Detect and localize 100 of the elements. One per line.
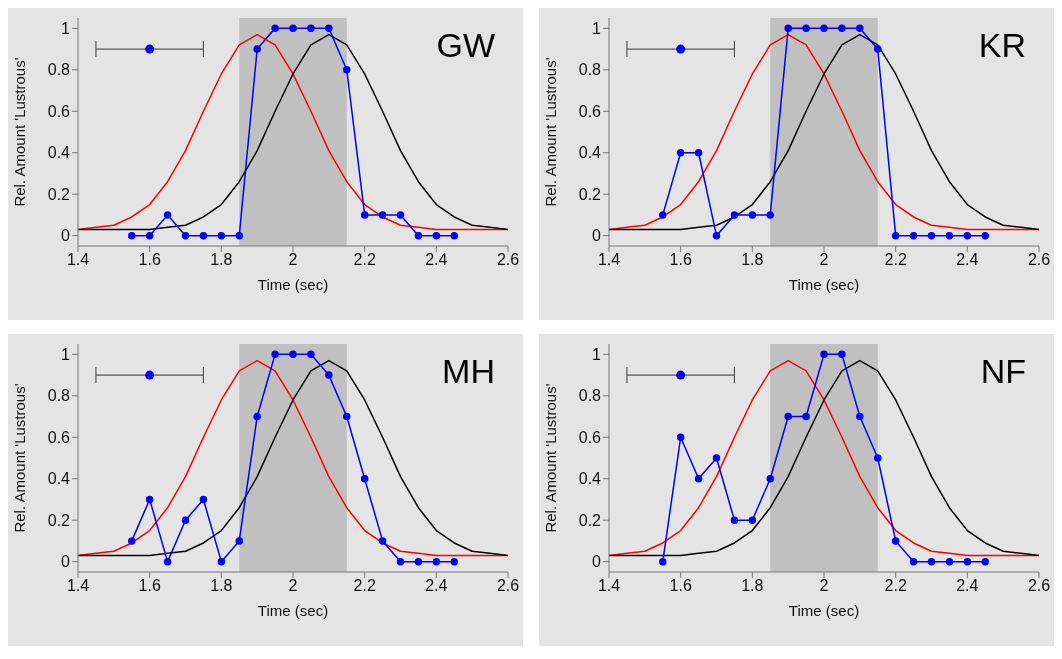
x-tick-label: 2 bbox=[819, 577, 829, 595]
point bbox=[360, 211, 369, 219]
point bbox=[838, 350, 846, 359]
x-tick-label: 1.6 bbox=[138, 577, 161, 595]
y-tick-label: 0.8 bbox=[578, 387, 602, 405]
point bbox=[730, 211, 739, 219]
y-tick-label: 0.4 bbox=[47, 470, 71, 488]
point bbox=[820, 350, 828, 359]
line-series bbox=[78, 33, 508, 231]
point bbox=[325, 371, 333, 379]
point bbox=[271, 24, 279, 33]
point bbox=[181, 231, 190, 240]
point bbox=[927, 231, 936, 240]
x-tick-label: 2.4 bbox=[425, 251, 448, 269]
point bbox=[253, 412, 261, 421]
x-axis-title: Time (sec) bbox=[257, 276, 329, 293]
point bbox=[676, 370, 686, 380]
y-tick-label: 0.8 bbox=[47, 61, 71, 79]
point bbox=[748, 516, 757, 524]
point bbox=[891, 537, 900, 545]
point bbox=[909, 557, 918, 566]
chart-title: NF bbox=[980, 352, 1026, 391]
x-tick-label: 2.6 bbox=[496, 577, 520, 595]
point bbox=[802, 412, 810, 421]
y-tick-label: 1 bbox=[592, 346, 602, 364]
y-axis-title: Rel. Amount 'Lustrous' bbox=[542, 383, 560, 533]
y-tick-label: 1 bbox=[61, 20, 71, 38]
point bbox=[217, 231, 226, 240]
y-tick-label: 0.6 bbox=[47, 428, 71, 446]
x-axis-title: Time (sec) bbox=[788, 276, 860, 293]
x-tick-label: 1.4 bbox=[66, 577, 90, 595]
line-series bbox=[78, 359, 508, 557]
point bbox=[181, 516, 190, 524]
point bbox=[820, 24, 828, 33]
x-tick-label: 1.6 bbox=[669, 251, 692, 269]
point bbox=[217, 557, 226, 566]
point bbox=[307, 24, 315, 33]
point bbox=[163, 557, 172, 566]
point bbox=[396, 557, 405, 566]
x-tick-label: 1.4 bbox=[66, 251, 90, 269]
x-tick-label: 2.6 bbox=[1027, 251, 1051, 269]
y-tick-label: 0 bbox=[592, 553, 602, 571]
point bbox=[199, 495, 208, 504]
point bbox=[253, 45, 261, 53]
point bbox=[235, 537, 243, 545]
point bbox=[145, 370, 155, 380]
point bbox=[659, 557, 667, 566]
chart-title: MH bbox=[442, 352, 495, 391]
x-tick-label: 2.2 bbox=[884, 251, 907, 269]
point bbox=[450, 557, 458, 566]
y-tick-label: 0.6 bbox=[578, 102, 602, 120]
point bbox=[235, 231, 243, 240]
x-tick-label: 2.6 bbox=[1027, 577, 1051, 595]
point bbox=[694, 474, 703, 483]
point bbox=[766, 474, 774, 483]
point bbox=[694, 148, 703, 157]
y-tick-label: 1 bbox=[592, 20, 602, 38]
x-tick-label: 1.6 bbox=[669, 577, 692, 595]
y-tick-label: 0.2 bbox=[578, 511, 602, 529]
x-tick-label: 2.6 bbox=[496, 251, 520, 269]
x-tick-label: 1.4 bbox=[597, 577, 621, 595]
point bbox=[343, 412, 351, 421]
point bbox=[307, 350, 315, 359]
y-tick-label: 0 bbox=[592, 227, 602, 245]
point bbox=[730, 516, 739, 524]
x-tick-label: 1.8 bbox=[741, 577, 764, 595]
point bbox=[271, 350, 279, 359]
point bbox=[163, 211, 172, 219]
x-tick-label: 2 bbox=[819, 251, 829, 269]
y-axis-title: Rel. Amount 'Lustrous' bbox=[542, 57, 560, 207]
x-tick-label: 2.2 bbox=[884, 577, 907, 595]
y-tick-label: 0.8 bbox=[578, 61, 602, 79]
y-tick-label: 0.2 bbox=[47, 185, 71, 203]
y-tick-label: 0.4 bbox=[578, 144, 602, 162]
y-tick-label: 1 bbox=[61, 346, 71, 364]
x-tick-label: 2.4 bbox=[425, 577, 448, 595]
point bbox=[856, 24, 864, 33]
point bbox=[712, 231, 721, 240]
x-tick-label: 2.2 bbox=[353, 251, 376, 269]
x-axis-title: Time (sec) bbox=[257, 602, 329, 619]
point bbox=[945, 231, 954, 240]
point bbox=[945, 557, 954, 566]
x-tick-label: 1.4 bbox=[597, 251, 621, 269]
point bbox=[128, 231, 136, 240]
point bbox=[981, 231, 989, 240]
x-tick-label: 1.8 bbox=[210, 251, 233, 269]
y-tick-label: 0.8 bbox=[47, 387, 71, 405]
point bbox=[676, 148, 685, 157]
point bbox=[784, 412, 792, 421]
point bbox=[343, 66, 351, 74]
x-tick-label: 1.6 bbox=[138, 251, 161, 269]
point bbox=[856, 412, 864, 421]
point bbox=[145, 44, 155, 54]
point bbox=[874, 45, 882, 53]
x-tick-label: 1.8 bbox=[741, 251, 764, 269]
point bbox=[378, 537, 387, 545]
line-series bbox=[609, 33, 1039, 231]
point bbox=[712, 454, 721, 462]
x-tick-label: 2.4 bbox=[956, 577, 979, 595]
x-tick-label: 2.4 bbox=[956, 251, 979, 269]
